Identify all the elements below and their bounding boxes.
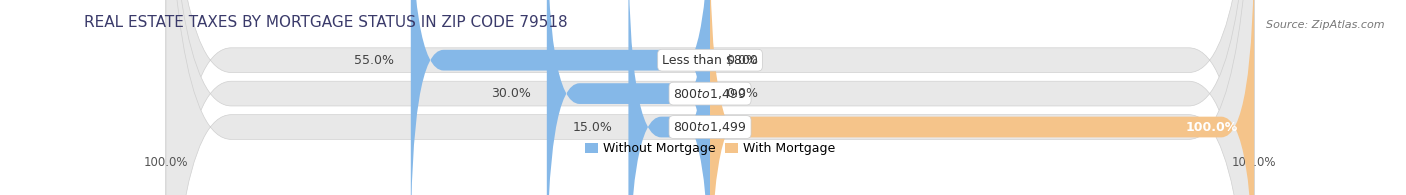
FancyBboxPatch shape xyxy=(710,0,1254,195)
Text: REAL ESTATE TAXES BY MORTGAGE STATUS IN ZIP CODE 79518: REAL ESTATE TAXES BY MORTGAGE STATUS IN … xyxy=(84,15,568,30)
FancyBboxPatch shape xyxy=(411,0,710,195)
Text: 0.0%: 0.0% xyxy=(727,54,758,67)
Text: 30.0%: 30.0% xyxy=(491,87,530,100)
FancyBboxPatch shape xyxy=(628,0,710,195)
Legend: Without Mortgage, With Mortgage: Without Mortgage, With Mortgage xyxy=(581,137,839,160)
FancyBboxPatch shape xyxy=(166,0,1254,195)
FancyBboxPatch shape xyxy=(166,0,1254,195)
Text: Less than $800: Less than $800 xyxy=(662,54,758,67)
Text: $800 to $1,499: $800 to $1,499 xyxy=(673,120,747,134)
Text: 55.0%: 55.0% xyxy=(354,54,395,67)
Text: 15.0%: 15.0% xyxy=(572,121,612,134)
Text: $800 to $1,499: $800 to $1,499 xyxy=(673,87,747,101)
FancyBboxPatch shape xyxy=(166,0,1254,195)
Text: Source: ZipAtlas.com: Source: ZipAtlas.com xyxy=(1267,20,1385,29)
Text: 100.0%: 100.0% xyxy=(1185,121,1237,134)
FancyBboxPatch shape xyxy=(547,0,710,195)
Text: 0.0%: 0.0% xyxy=(727,87,758,100)
